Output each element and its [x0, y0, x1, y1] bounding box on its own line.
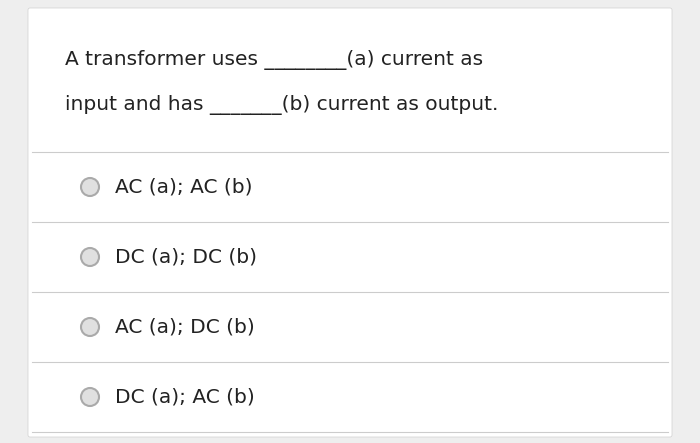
Ellipse shape — [81, 248, 99, 266]
Text: input and has _______(b) current as output.: input and has _______(b) current as outp… — [65, 95, 498, 115]
Ellipse shape — [81, 318, 99, 336]
FancyBboxPatch shape — [28, 8, 672, 437]
Ellipse shape — [81, 178, 99, 196]
Text: AC (a); DC (b): AC (a); DC (b) — [115, 318, 255, 337]
Text: DC (a); DC (b): DC (a); DC (b) — [115, 248, 257, 267]
Text: DC (a); AC (b): DC (a); AC (b) — [115, 388, 255, 407]
Text: A transformer uses ________(a) current as: A transformer uses ________(a) current a… — [65, 50, 483, 70]
Ellipse shape — [81, 388, 99, 406]
Text: AC (a); AC (b): AC (a); AC (b) — [115, 178, 253, 197]
